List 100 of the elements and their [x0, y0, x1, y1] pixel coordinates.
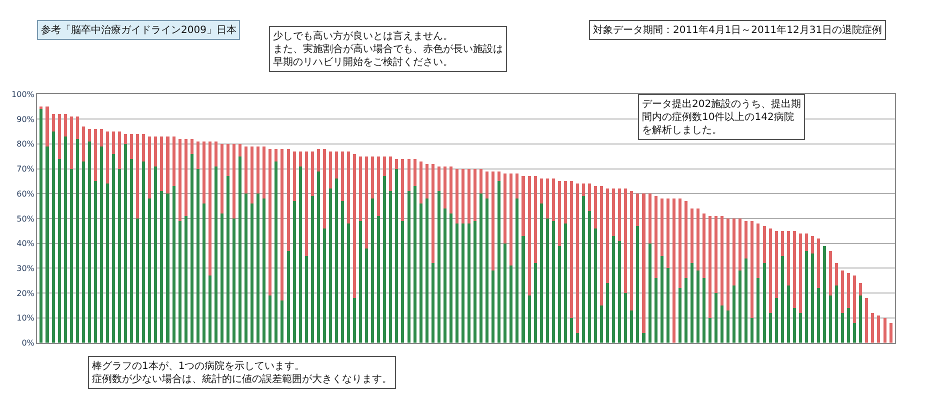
bar: [371, 198, 374, 343]
bar: [359, 156, 362, 221]
bar: [564, 223, 567, 343]
bar: [510, 174, 513, 266]
bar: [431, 164, 434, 264]
bar: [678, 198, 682, 288]
bar: [208, 276, 212, 343]
bar: [250, 204, 254, 343]
bar: [94, 129, 97, 182]
bar: [871, 312, 874, 343]
bar: [606, 283, 610, 343]
y-tick-label: 100%: [12, 90, 35, 99]
bar: [540, 178, 543, 204]
bar: [359, 220, 362, 343]
bar: [684, 201, 688, 278]
bar: [624, 188, 628, 294]
bar: [558, 246, 561, 343]
bar: [835, 286, 838, 343]
bar: [823, 246, 826, 343]
bar: [214, 166, 218, 343]
bar: [630, 191, 634, 310]
bar: [148, 198, 152, 343]
bar: [726, 310, 730, 343]
bar: [768, 228, 772, 313]
bar: [310, 196, 314, 343]
bar: [853, 322, 856, 343]
bar: [492, 270, 495, 343]
bar: [46, 106, 49, 146]
bar: [419, 204, 422, 343]
bar: [70, 168, 73, 343]
bar: [226, 176, 230, 343]
bar: [804, 233, 808, 251]
bar: [280, 300, 284, 343]
bar: [425, 164, 428, 199]
bar: [558, 181, 561, 246]
bar: [407, 191, 410, 343]
bar: [40, 106, 43, 110]
bar: [208, 141, 212, 276]
bar: [636, 194, 640, 226]
bar: [534, 263, 537, 343]
bar: [714, 216, 718, 294]
bar: [678, 288, 682, 343]
bar: [310, 151, 314, 196]
bar: [847, 308, 850, 343]
bar: [401, 158, 404, 221]
bar: [340, 151, 344, 202]
bar: [274, 161, 278, 343]
bar: [202, 204, 206, 343]
bar: [660, 198, 664, 256]
bar: [774, 230, 778, 298]
text: 対象データ期間：2011年4月1日～2011年12月31日の退院症例: [593, 24, 882, 36]
bar: [750, 220, 754, 318]
bar: [401, 220, 404, 343]
bar: [82, 126, 85, 162]
bar: [443, 208, 446, 343]
bar: [256, 146, 260, 194]
bar: [468, 223, 471, 343]
bar: [214, 141, 218, 166]
bar: [100, 129, 103, 146]
bar: [798, 233, 802, 313]
bar: [738, 218, 742, 271]
bar: [528, 176, 531, 296]
bar: [732, 286, 736, 343]
bar: [810, 236, 814, 254]
bar: [756, 223, 760, 278]
bar: [328, 151, 332, 189]
bar: [443, 166, 446, 209]
bar: [316, 171, 320, 343]
bar: [334, 178, 338, 343]
bar: [576, 184, 579, 333]
bar: [750, 318, 754, 343]
bar: [690, 263, 694, 343]
bar: [172, 186, 176, 343]
bar: [280, 148, 284, 301]
annotation: データ提出202施設のうち、提出期間内の症例数10件以上の142病院を解析しました。: [642, 98, 802, 136]
bar: [461, 223, 464, 343]
bar: [166, 136, 170, 194]
bar: [58, 158, 61, 343]
bar: [883, 318, 886, 343]
bar: [190, 154, 194, 343]
bar: [474, 220, 477, 343]
y-tick-label: 40%: [16, 239, 35, 248]
bar: [612, 188, 616, 236]
bar: [696, 208, 700, 271]
bar: [648, 243, 652, 343]
bar: [232, 218, 236, 343]
bar: [196, 141, 200, 169]
bar: [340, 201, 344, 343]
bar: [582, 184, 585, 196]
bar: [570, 181, 573, 318]
bar: [582, 196, 585, 343]
bar: [859, 283, 862, 296]
bar: [624, 293, 628, 343]
bar: [88, 141, 91, 343]
bar: [504, 243, 507, 343]
bar: [76, 116, 79, 139]
bar: [570, 318, 573, 343]
bar: [732, 218, 736, 286]
bar: [88, 129, 91, 142]
bar: [238, 156, 242, 343]
